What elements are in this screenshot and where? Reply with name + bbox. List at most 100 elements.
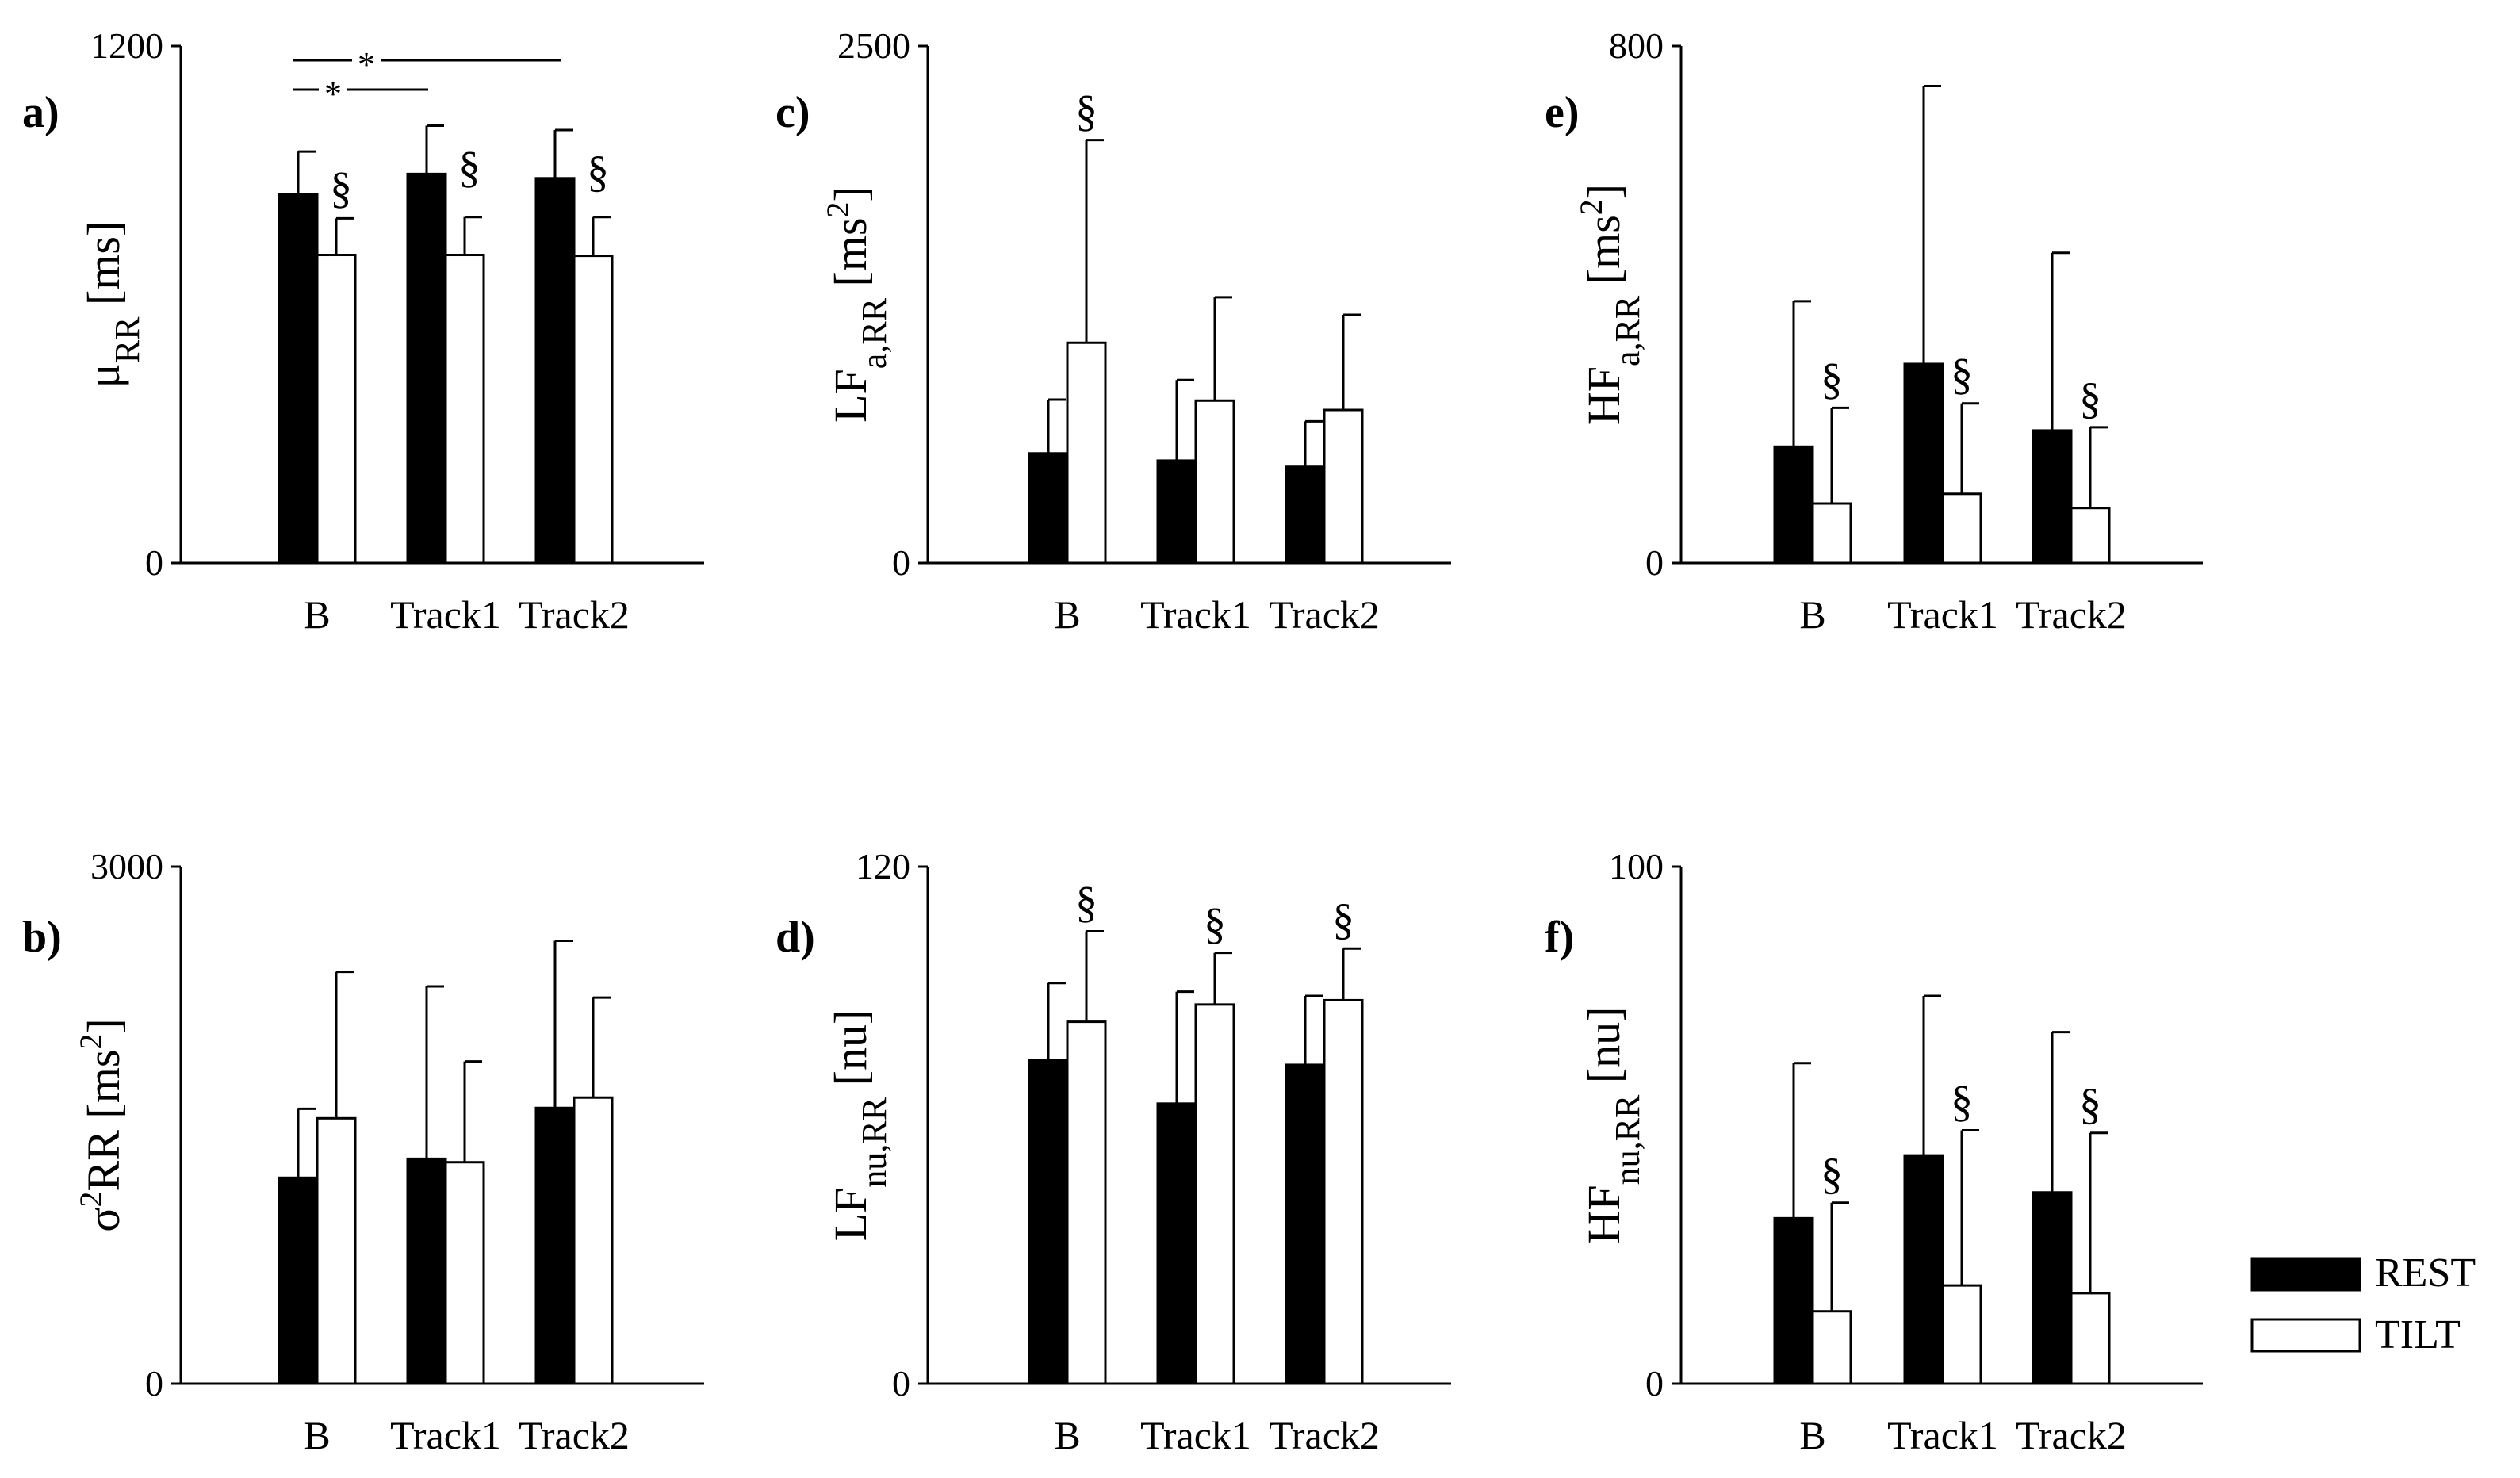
- bar-rest-track2: [534, 1106, 576, 1385]
- bar-rest-track2: [2032, 1191, 2073, 1385]
- y-axis-label-main: μ: [78, 363, 129, 388]
- legend-swatch-tilt: [2250, 1318, 2361, 1353]
- significance-mark: §: [1075, 87, 1097, 136]
- y-tick-label: 0: [145, 1363, 163, 1403]
- y-axis-label-unit-close: ]: [825, 186, 876, 201]
- bar-rest-track2: [1285, 465, 1326, 565]
- significance-mark: §: [1204, 900, 1226, 949]
- y-axis-label-main: HF: [1578, 366, 1630, 425]
- bar-rest-b: [1028, 1059, 1069, 1385]
- y-axis-label: σ2RR [ms2]: [73, 1018, 130, 1231]
- panel-label-f: f): [1545, 913, 1574, 962]
- bar-tilt-track2: [573, 1096, 614, 1385]
- significance-mark: §: [1332, 895, 1354, 944]
- significance-mark: §: [587, 147, 609, 197]
- y-axis-label-sub: RR: [108, 316, 147, 363]
- bar-tilt-track2: [2070, 507, 2111, 565]
- y-axis-label-unit: RR [ms: [78, 1050, 129, 1192]
- x-tick-label: Track1: [1140, 1413, 1251, 1457]
- y-axis-label-sub: a,RR: [855, 297, 894, 369]
- y-tick-label: 0: [892, 542, 910, 583]
- bar-tilt-b: [316, 1116, 357, 1385]
- chart-panel-a: 0 1200 a) μRR [ms] B Track1 Track2 § § § * *: [22, 25, 704, 637]
- y-axis-label: HFnu,RR [nu]: [1578, 1007, 1647, 1244]
- x-tick-label: B: [1799, 1413, 1825, 1457]
- y-axis-label-unit: [ms]: [78, 221, 129, 317]
- chart-panel-e: 0 800 e) HFa,RR [ms2] B Track1 Track2 § § §: [1545, 25, 2203, 637]
- y-axis-label-unit: [nu]: [825, 1009, 876, 1097]
- bar-tilt-track1: [444, 1161, 485, 1385]
- bar-tilt-track1: [1194, 399, 1235, 565]
- significance-mark: §: [330, 163, 352, 213]
- y-axis-label-main: σ: [78, 1207, 129, 1231]
- bar-rest-b: [278, 193, 319, 565]
- bar-tilt-track2: [1323, 998, 1364, 1385]
- x-tick-label: Track1: [390, 592, 501, 637]
- bar-tilt-b: [316, 254, 357, 565]
- y-axis-label: LFnu,RR [nu]: [825, 1009, 894, 1242]
- legend-swatch-rest: [2250, 1257, 2361, 1292]
- bar-tilt-b: [1811, 502, 1852, 565]
- bar-tilt-track1: [1941, 492, 1982, 565]
- bar-rest-track1: [1903, 1154, 1944, 1385]
- y-tick-label: 120: [856, 846, 910, 886]
- y-axis-label: μRR [ms]: [78, 221, 147, 389]
- bar-tilt-track1: [444, 254, 485, 565]
- legend-label-tilt: TILT: [2375, 1312, 2461, 1357]
- x-tick-label: Track1: [390, 1413, 501, 1457]
- significance-mark: §: [458, 143, 481, 192]
- y-axis-label-unit-sup: 2: [73, 1034, 109, 1050]
- bar-rest-track2: [534, 177, 576, 565]
- panel-label-e: e): [1545, 88, 1580, 137]
- y-tick-label: 100: [1609, 846, 1664, 886]
- bar-rest-b: [1028, 452, 1069, 565]
- bar-rest-b: [1773, 1216, 1814, 1385]
- bar-rest-track1: [1903, 362, 1944, 565]
- x-tick-label: Track1: [1140, 592, 1251, 637]
- bar-tilt-track2: [2070, 1292, 2111, 1385]
- bar-tilt-b: [1066, 1020, 1107, 1385]
- y-axis-label-unit-sup: 2: [1573, 199, 1609, 215]
- y-tick-label: 0: [1645, 1363, 1664, 1403]
- bar-rest-track2: [2032, 429, 2073, 565]
- y-axis-label-unit: [nu]: [1578, 1007, 1630, 1095]
- y-axis-label-sub: a,RR: [1608, 295, 1647, 366]
- panel-label-c: c): [776, 88, 810, 137]
- bar-rest-track1: [1156, 1102, 1197, 1385]
- comparison-asterisk: *: [358, 45, 375, 84]
- x-tick-label: Track1: [1887, 1413, 1998, 1457]
- y-tick-label: 1200: [90, 25, 163, 66]
- bar-rest-b: [278, 1176, 319, 1385]
- significance-mark: §: [2079, 374, 2101, 423]
- x-tick-label: Track2: [519, 1413, 630, 1457]
- bar-tilt-track2: [1323, 408, 1364, 565]
- y-axis-label-main: LF: [825, 1188, 876, 1242]
- y-tick-label: 2500: [837, 25, 910, 66]
- bar-tilt-b: [1066, 341, 1107, 565]
- x-tick-label: Track2: [1269, 1413, 1380, 1457]
- comparison-asterisk: *: [324, 75, 342, 113]
- bar-rest-track1: [1156, 459, 1197, 565]
- y-axis-label-unit-sup: 2: [820, 201, 856, 217]
- panel-label-b: b): [22, 913, 62, 962]
- significance-mark: §: [1951, 1078, 1973, 1127]
- x-tick-label: B: [304, 592, 330, 637]
- bar-tilt-track2: [573, 255, 614, 565]
- x-tick-label: B: [304, 1413, 330, 1457]
- significance-mark: §: [1821, 354, 1843, 404]
- y-axis-label-main: LF: [825, 369, 876, 423]
- significance-mark: §: [1951, 350, 1973, 400]
- legend-label-rest: REST: [2375, 1250, 2476, 1296]
- y-axis-label-sub: nu,RR: [855, 1097, 894, 1187]
- x-tick-label: Track1: [1887, 592, 1998, 637]
- x-tick-label: B: [1054, 592, 1080, 637]
- bar-tilt-b: [1811, 1310, 1852, 1385]
- y-axis-label-unit-close: ]: [78, 1018, 129, 1033]
- x-tick-label: B: [1054, 1413, 1080, 1457]
